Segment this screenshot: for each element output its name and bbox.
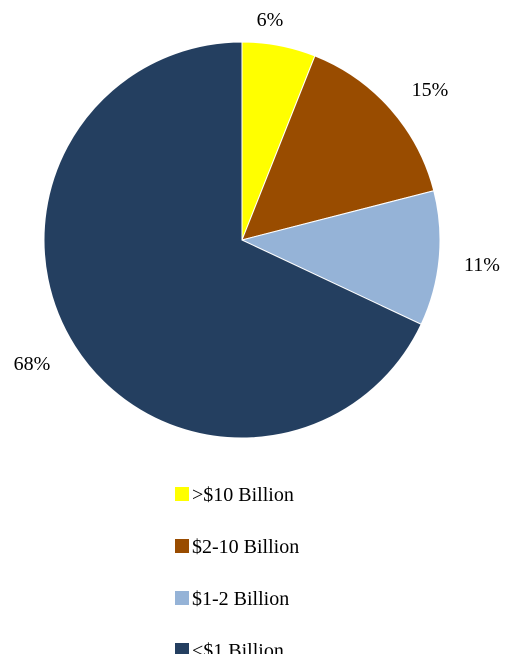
- pie-value-labels: 6% 15% 11% 68%: [14, 9, 500, 375]
- slice-value-label-1: 6%: [257, 9, 284, 31]
- legend-item-1: >$10 Billion: [175, 484, 294, 506]
- legend-item-4: <$1 Billion: [175, 640, 284, 654]
- pie-slice-4: [43, 41, 422, 439]
- legend-item-3: $1-2 Billion: [175, 588, 289, 610]
- legend-label-2: $2-10 Billion: [192, 536, 299, 558]
- pie-slices: [43, 41, 441, 439]
- pie-slice-2: [241, 55, 435, 241]
- legend-label-1: >$10 Billion: [192, 484, 294, 506]
- legend-label-3: $1-2 Billion: [192, 588, 289, 610]
- legend-swatch-3: [175, 591, 189, 605]
- legend-swatch-1: [175, 487, 189, 501]
- chart-legend: >$10 Billion $2-10 Billion $1-2 Billion <$1…: [175, 484, 299, 654]
- legend-swatch-4: [175, 643, 189, 654]
- slice-value-label-2: 15%: [412, 79, 449, 101]
- legend-swatch-2: [175, 539, 189, 553]
- slice-value-label-3: 11%: [464, 254, 500, 276]
- slice-value-label-4: 68%: [14, 353, 51, 375]
- legend-item-2: $2-10 Billion: [175, 536, 299, 558]
- legend-label-4: <$1 Billion: [192, 640, 284, 654]
- pie-slice-3: [240, 190, 441, 325]
